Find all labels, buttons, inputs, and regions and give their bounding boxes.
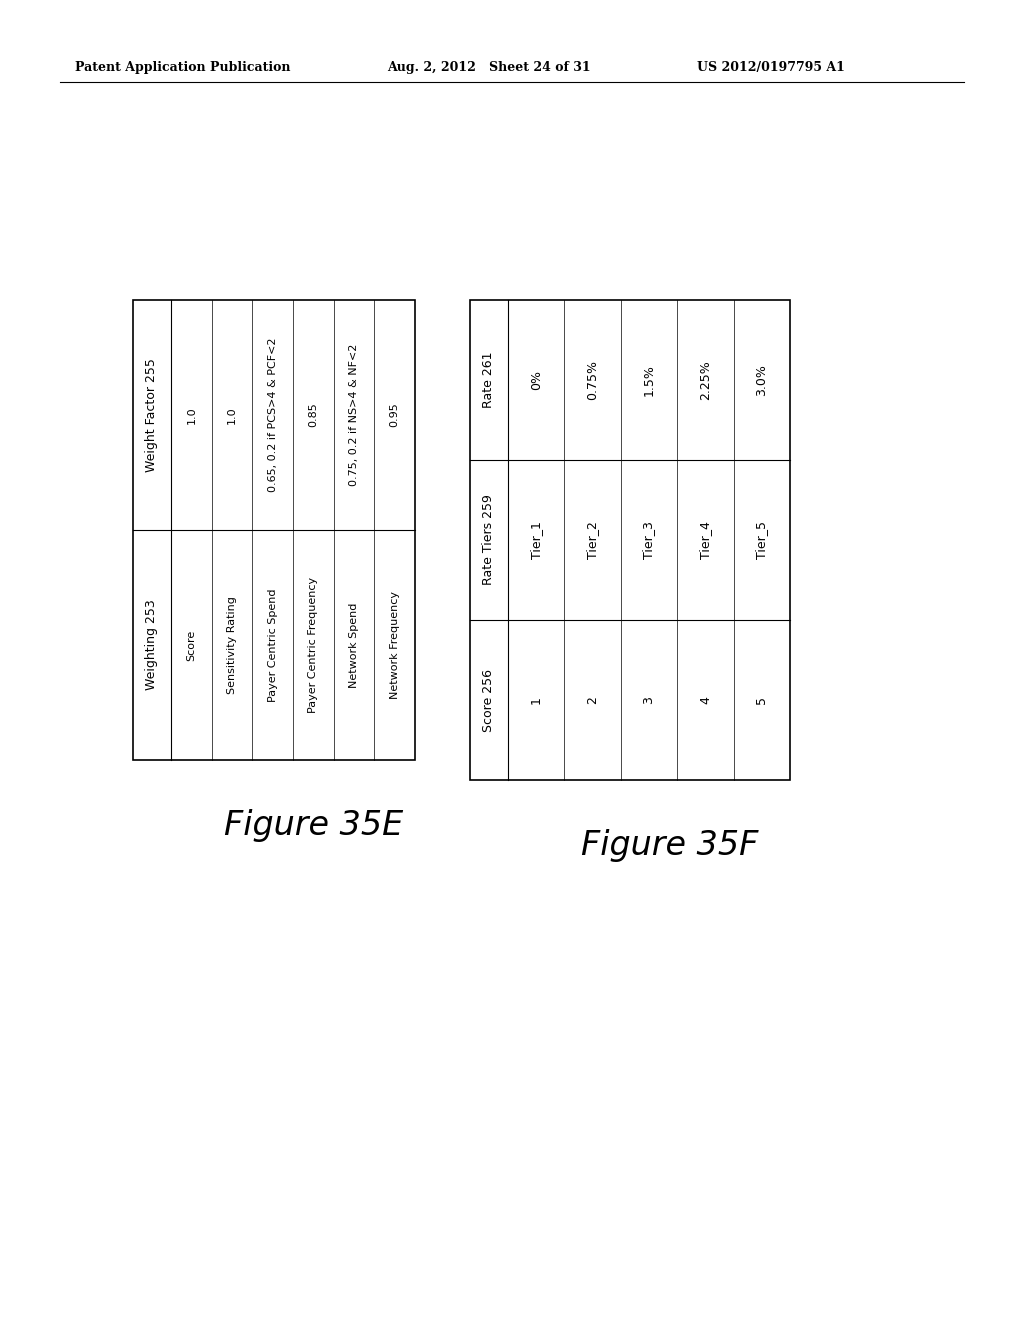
Text: 1.0: 1.0 [227, 407, 237, 424]
Text: Payer Centric Spend: Payer Centric Spend [267, 589, 278, 702]
Text: 5: 5 [756, 696, 768, 704]
Text: 2.25%: 2.25% [699, 360, 712, 400]
Text: Tier_4: Tier_4 [699, 521, 712, 558]
Text: Network Spend: Network Spend [349, 602, 359, 688]
Text: 1.5%: 1.5% [642, 364, 655, 396]
Bar [470, 300, 790, 780]
Text: Figure 35E: Figure 35E [224, 808, 403, 842]
Text: 3: 3 [642, 696, 655, 704]
Text: 0.75, 0.2 if NS>4 & NF<2: 0.75, 0.2 if NS>4 & NF<2 [349, 343, 359, 486]
Text: Tier_1: Tier_1 [529, 521, 543, 558]
Text: Payer Centric Frequency: Payer Centric Frequency [308, 577, 318, 713]
Text: Rate 261: Rate 261 [482, 351, 496, 408]
Text: 1.0: 1.0 [186, 407, 197, 424]
Text: Score: Score [186, 630, 197, 660]
Text: 3.0%: 3.0% [756, 364, 768, 396]
Text: Weight Factor 255: Weight Factor 255 [145, 358, 159, 473]
Bar [133, 300, 415, 760]
Text: Patent Application Publication: Patent Application Publication [75, 62, 291, 74]
Text: 1: 1 [529, 696, 543, 704]
Text: Weighting 253: Weighting 253 [145, 599, 159, 690]
Text: 2: 2 [586, 696, 599, 704]
Text: 4: 4 [699, 696, 712, 704]
Text: 0.95: 0.95 [390, 403, 399, 428]
Text: 0.65, 0.2 if PCS>4 & PCF<2: 0.65, 0.2 if PCS>4 & PCF<2 [267, 338, 278, 492]
Text: 0.75%: 0.75% [586, 360, 599, 400]
Text: Figure 35F: Figure 35F [582, 829, 759, 862]
Text: Tier_5: Tier_5 [756, 521, 768, 558]
Text: US 2012/0197795 A1: US 2012/0197795 A1 [697, 62, 845, 74]
Text: 0%: 0% [529, 370, 543, 389]
Text: Aug. 2, 2012   Sheet 24 of 31: Aug. 2, 2012 Sheet 24 of 31 [387, 62, 591, 74]
Text: Rate Tiers 259: Rate Tiers 259 [482, 495, 496, 586]
Text: 0.85: 0.85 [308, 403, 318, 428]
Text: Score 256: Score 256 [482, 668, 496, 731]
Text: Network Frequency: Network Frequency [390, 591, 399, 700]
Text: Tier_2: Tier_2 [586, 521, 599, 558]
Text: Tier_3: Tier_3 [642, 521, 655, 558]
Text: Sensitivity Rating: Sensitivity Rating [227, 597, 237, 694]
